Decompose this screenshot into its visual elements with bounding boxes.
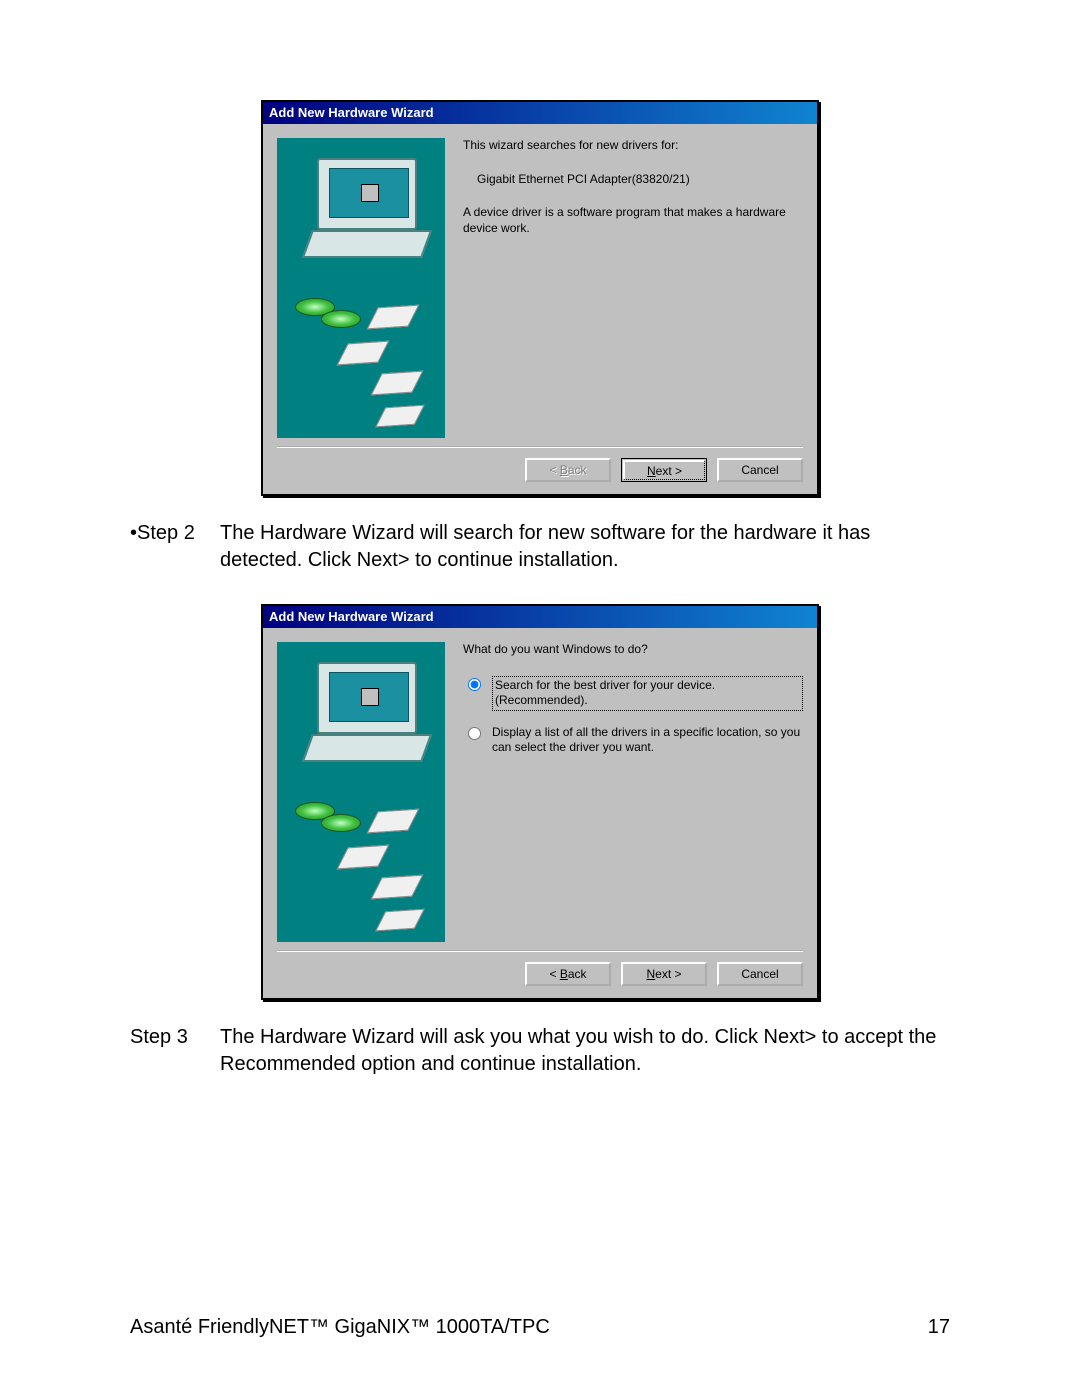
document-icon: [375, 405, 425, 428]
dialog2-text-area: What do you want Windows to do? Search f…: [463, 642, 803, 942]
wizard-side-illustration: [277, 138, 445, 438]
monitor-icon: [317, 158, 417, 230]
document-icon: [375, 909, 425, 932]
page-footer: Asanté FriendlyNET™ GigaNIX™ 1000TA/TPC …: [130, 1316, 950, 1339]
document-icon: [337, 845, 390, 870]
step2-row: •Step 2 The Hardware Wizard will search …: [130, 520, 950, 574]
step2-label: •Step 2: [130, 520, 220, 574]
dialog2-prompt: What do you want Windows to do?: [463, 642, 803, 658]
dialog2-body: What do you want Windows to do? Search f…: [263, 628, 817, 942]
radio-list-label: Display a list of all the drivers in a s…: [492, 725, 803, 756]
screen-item-icon: [361, 184, 379, 202]
dialog2-button-row: < Back Next > Cancel: [277, 950, 803, 986]
wizard-side-illustration: [277, 642, 445, 942]
step3-label: Step 3: [130, 1024, 220, 1078]
step2-text: The Hardware Wizard will search for new …: [220, 520, 950, 574]
back-button: < Back: [525, 458, 611, 482]
next-button[interactable]: Next >: [621, 458, 707, 482]
radio-option-recommended[interactable]: Search for the best driver for your devi…: [463, 676, 803, 711]
radio-option-list[interactable]: Display a list of all the drivers in a s…: [463, 725, 803, 756]
document-icon: [371, 371, 424, 396]
computer-case-icon: [302, 734, 432, 762]
cd-icon: [321, 310, 361, 328]
dialog1-description-text: A device driver is a software program th…: [463, 205, 803, 236]
dialog2-titlebar: Add New Hardware Wizard: [263, 606, 817, 628]
cancel-button[interactable]: Cancel: [717, 962, 803, 986]
dialog1-text-area: This wizard searches for new drivers for…: [463, 138, 803, 438]
document-icon: [337, 341, 390, 366]
wizard-dialog-1: Add New Hardware Wizard This wizard sear…: [261, 100, 819, 496]
cd-icon: [321, 814, 361, 832]
dialog1-button-row: < Back Next > Cancel: [277, 446, 803, 482]
radio-recommended-input[interactable]: [468, 678, 481, 691]
screen-item-icon: [361, 688, 379, 706]
wizard-dialog-2: Add New Hardware Wizard What do you want…: [261, 604, 819, 1000]
computer-case-icon: [302, 230, 432, 258]
dialog1-body: This wizard searches for new drivers for…: [263, 124, 817, 438]
dialog1-intro-text: This wizard searches for new drivers for…: [463, 138, 803, 154]
dialog1-titlebar: Add New Hardware Wizard: [263, 102, 817, 124]
footer-page-number: 17: [928, 1316, 950, 1339]
footer-product: Asanté FriendlyNET™ GigaNIX™ 1000TA/TPC: [130, 1316, 550, 1339]
document-icon: [371, 875, 424, 900]
step3-row: Step 3 The Hardware Wizard will ask you …: [130, 1024, 950, 1078]
radio-recommended-label: Search for the best driver for your devi…: [492, 676, 803, 711]
monitor-icon: [317, 662, 417, 734]
step3-text: The Hardware Wizard will ask you what yo…: [220, 1024, 950, 1078]
back-button[interactable]: < Back: [525, 962, 611, 986]
dialog1-device-name: Gigabit Ethernet PCI Adapter(83820/21): [477, 172, 803, 188]
next-button[interactable]: Next >: [621, 962, 707, 986]
radio-list-input[interactable]: [468, 727, 481, 740]
cancel-button[interactable]: Cancel: [717, 458, 803, 482]
document-icon: [367, 809, 420, 834]
document-icon: [367, 305, 420, 330]
